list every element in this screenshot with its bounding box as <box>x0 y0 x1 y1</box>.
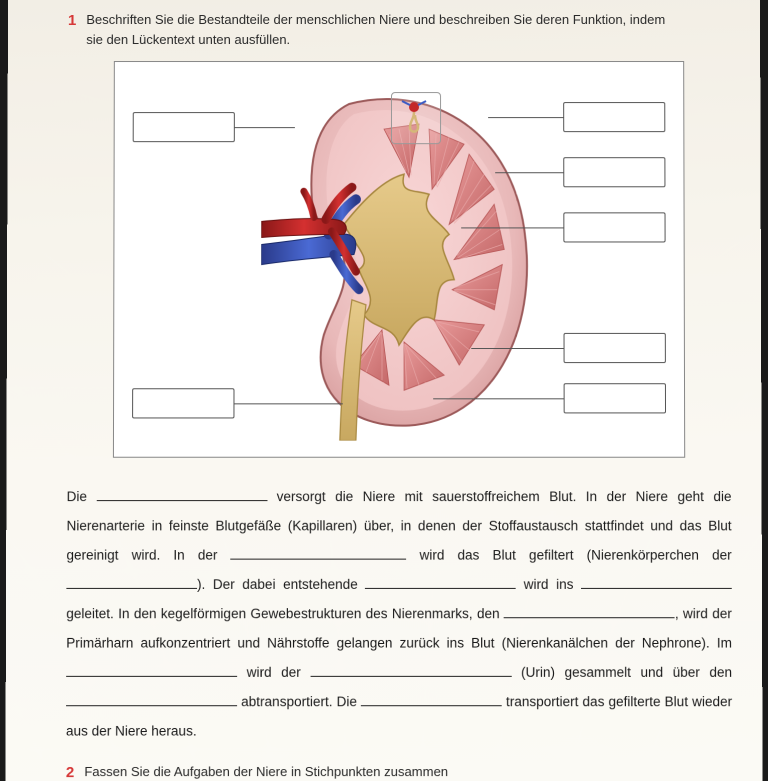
label-box-right-2[interactable] <box>563 157 665 187</box>
leader-right-5 <box>433 398 563 399</box>
blank-line[interactable] <box>231 545 407 560</box>
leader-left-1 <box>235 127 295 128</box>
blank-line[interactable] <box>66 662 237 677</box>
question-1-header: 1 Beschriften Sie die Bestandteile der m… <box>68 10 730 49</box>
blank-line[interactable] <box>310 662 511 677</box>
leader-right-1 <box>488 117 563 118</box>
q1-line1: Beschriften Sie die Bestandteile der men… <box>86 12 665 27</box>
leader-right-2 <box>495 172 563 173</box>
blank-line[interactable] <box>66 574 197 589</box>
q1-line2: sie den Lückentext unten ausfüllen. <box>86 32 290 47</box>
label-box-right-1[interactable] <box>563 102 665 132</box>
question-2-number: 2 <box>66 764 74 781</box>
cloze-text: Die versorgt die Niere mit sauerstoffrei… <box>66 482 732 746</box>
worksheet-page: 1 Beschriften Sie die Bestandteile der m… <box>5 0 762 781</box>
nephron-zoom-box <box>391 92 441 144</box>
blank-line[interactable] <box>361 691 502 706</box>
question-1-number: 1 <box>68 10 76 49</box>
blank-line[interactable] <box>581 574 732 589</box>
leader-right-4 <box>471 348 563 349</box>
label-box-left-2[interactable] <box>132 388 234 418</box>
blank-line[interactable] <box>66 691 237 706</box>
question-2-header: 2 Fassen Sie die Aufgaben der Niere in S… <box>66 764 733 781</box>
leader-right-3 <box>461 227 563 228</box>
leader-left-2 <box>234 403 342 404</box>
label-box-left-1[interactable] <box>133 112 235 142</box>
question-1-text: Beschriften Sie die Bestandteile der men… <box>86 10 730 49</box>
blank-line[interactable] <box>504 603 675 618</box>
blank-line[interactable] <box>96 486 267 501</box>
question-2-text: Fassen Sie die Aufgaben der Niere in Sti… <box>84 764 448 781</box>
label-box-right-4[interactable] <box>564 333 666 363</box>
label-box-right-5[interactable] <box>564 383 666 413</box>
kidney-diagram: Quelle: © FWU Institut für Film und Bild <box>113 61 685 458</box>
blank-line[interactable] <box>365 574 516 589</box>
label-box-right-3[interactable] <box>563 212 665 242</box>
